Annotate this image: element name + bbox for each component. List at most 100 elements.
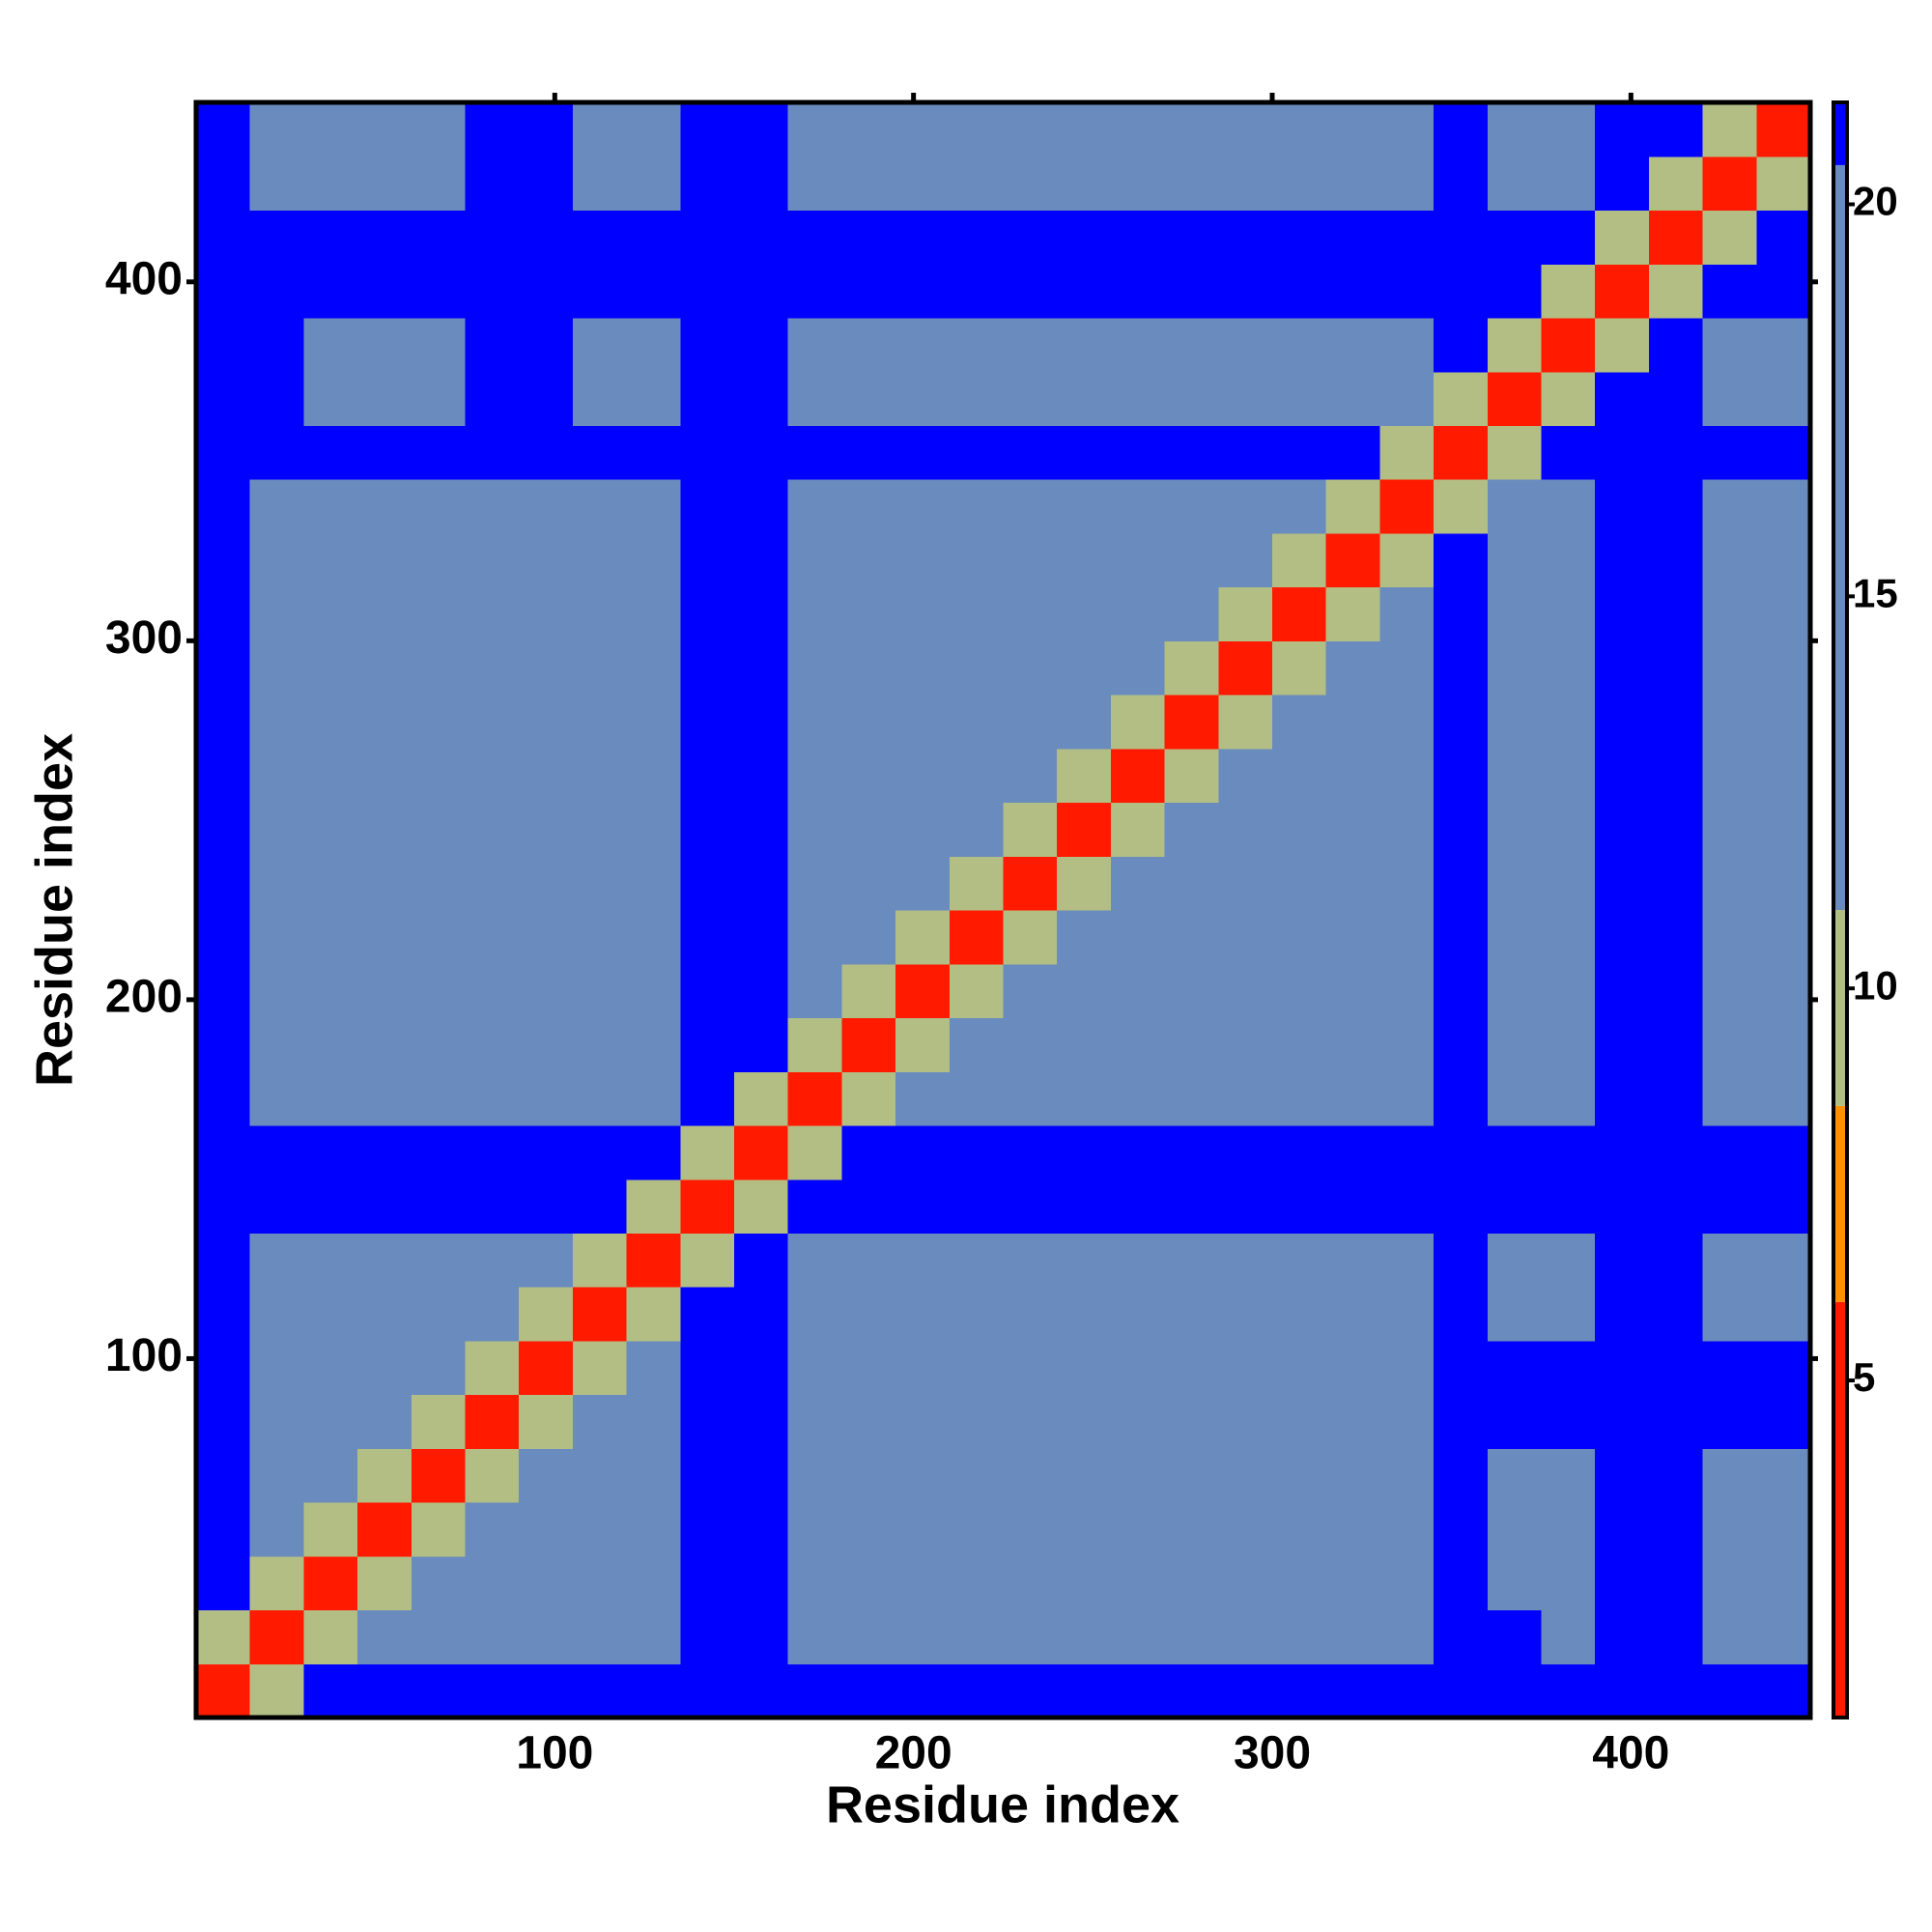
heatmap-cell: [196, 371, 251, 426]
heatmap-cell: [841, 963, 896, 1019]
heatmap-cell: [357, 156, 412, 212]
heatmap-cell: [1648, 640, 1704, 696]
heatmap-cell: [465, 856, 520, 911]
heatmap-cell: [1702, 1448, 1757, 1503]
heatmap-cell: [1003, 1124, 1058, 1180]
heatmap-cell: [1110, 264, 1166, 319]
heatmap-cell: [519, 264, 574, 319]
heatmap-cell: [1164, 1017, 1219, 1072]
heatmap-cell: [465, 1071, 520, 1126]
heatmap-cell: [1487, 102, 1543, 157]
heatmap-cell: [680, 1071, 735, 1126]
heatmap-cell: [626, 856, 681, 911]
heatmap-cell: [1003, 695, 1058, 750]
heatmap-cell: [1218, 264, 1273, 319]
heatmap-cell: [949, 156, 1005, 212]
heatmap-cell: [895, 1663, 951, 1719]
heatmap-cell: [734, 479, 789, 534]
colorbar-segment: [1833, 910, 1847, 1106]
heatmap-cell: [626, 963, 681, 1019]
heatmap-cell: [1702, 748, 1757, 804]
heatmap-cell: [1487, 695, 1543, 750]
heatmap-cell: [734, 963, 789, 1019]
heatmap-cell: [1595, 695, 1650, 750]
heatmap-cell: [1434, 748, 1489, 804]
heatmap-cell: [1648, 1555, 1704, 1611]
heatmap-cell: [680, 856, 735, 911]
heatmap-cell: [1434, 102, 1489, 157]
heatmap-cell: [572, 695, 628, 750]
heatmap-cell: [949, 802, 1005, 857]
heatmap-cell: [1487, 1124, 1543, 1180]
y-tick-label: 400: [105, 253, 183, 304]
heatmap-cell: [1325, 910, 1380, 965]
heatmap-cell: [196, 1609, 251, 1664]
heatmap-cell: [1057, 748, 1112, 804]
heatmap-cell: [1379, 695, 1435, 750]
heatmap-cell: [1702, 1663, 1757, 1719]
heatmap-cell: [249, 695, 304, 750]
heatmap-cell: [1487, 586, 1543, 641]
heatmap-cell: [680, 1287, 735, 1342]
heatmap-cell: [249, 1663, 304, 1719]
heatmap-cell: [465, 1233, 520, 1288]
heatmap-cell: [249, 856, 304, 911]
heatmap-cell: [734, 1609, 789, 1664]
heatmap-cell: [1003, 640, 1058, 696]
heatmap-cell: [895, 425, 951, 480]
heatmap-cell: [1164, 479, 1219, 534]
heatmap-cell: [1218, 802, 1273, 857]
heatmap-cell: [1272, 479, 1327, 534]
heatmap-cell: [1164, 748, 1219, 804]
heatmap-cell: [303, 856, 358, 911]
heatmap-cell: [1541, 371, 1596, 426]
heatmap-cell: [949, 856, 1005, 911]
heatmap-cell: [626, 1448, 681, 1503]
heatmap-cell: [626, 1663, 681, 1719]
colorbar-tick-label: 5: [1853, 1354, 1875, 1400]
heatmap-cell: [949, 371, 1005, 426]
heatmap-cell: [1272, 1340, 1327, 1396]
heatmap-cell: [1595, 748, 1650, 804]
heatmap-cell: [1379, 156, 1435, 212]
heatmap-cell: [734, 802, 789, 857]
heatmap-cell: [1272, 1287, 1327, 1342]
heatmap-cell: [1379, 1555, 1435, 1611]
heatmap-cell: [949, 1179, 1005, 1234]
heatmap-cell: [1434, 210, 1489, 265]
heatmap-cell: [1272, 317, 1327, 373]
heatmap-cell: [572, 1394, 628, 1449]
heatmap-cell: [1110, 479, 1166, 534]
heatmap-cell: [1110, 1287, 1166, 1342]
heatmap-cell: [572, 1502, 628, 1557]
heatmap-cell: [249, 802, 304, 857]
heatmap-cell: [1164, 1071, 1219, 1126]
heatmap-cell: [1110, 1394, 1166, 1449]
heatmap-cell: [841, 1502, 896, 1557]
heatmap-cell: [1164, 264, 1219, 319]
heatmap-cell: [1218, 1663, 1273, 1719]
heatmap-cell: [1702, 479, 1757, 534]
heatmap-cell: [1003, 425, 1058, 480]
heatmap-cell: [1595, 910, 1650, 965]
heatmap-cell: [949, 1555, 1005, 1611]
heatmap-cell: [841, 1609, 896, 1664]
heatmap-cell: [1648, 1071, 1704, 1126]
heatmap-cell: [895, 695, 951, 750]
heatmap-cell: [895, 317, 951, 373]
heatmap-cell: [626, 317, 681, 373]
heatmap-cell: [841, 371, 896, 426]
heatmap-cell: [1218, 963, 1273, 1019]
heatmap-cell: [841, 425, 896, 480]
heatmap-cell: [626, 1502, 681, 1557]
heatmap-cell: [841, 1179, 896, 1234]
heatmap-cell: [1648, 1179, 1704, 1234]
heatmap-cell: [1487, 317, 1543, 373]
heatmap-cell: [1325, 1340, 1380, 1396]
heatmap-cell: [357, 695, 412, 750]
heatmap-cell: [1057, 1448, 1112, 1503]
heatmap-cell: [1541, 1287, 1596, 1342]
heatmap-cell: [949, 640, 1005, 696]
heatmap-cell: [465, 802, 520, 857]
heatmap-cell: [357, 102, 412, 157]
